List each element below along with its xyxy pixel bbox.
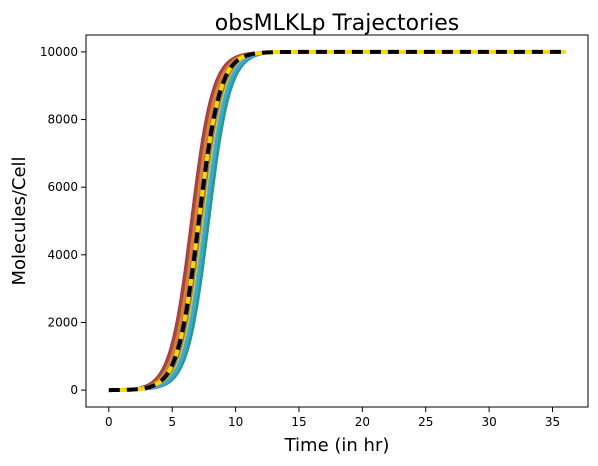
y-tick-label: 0	[70, 383, 78, 397]
x-tick-label: 30	[481, 415, 496, 429]
x-tick-label: 5	[168, 415, 176, 429]
x-tick-label: 20	[355, 415, 370, 429]
chart-title: obsMLKLp Trajectories	[215, 11, 459, 36]
x-axis: 0 5 10 15 20 25 30 35	[105, 407, 560, 429]
x-tick-label: 10	[228, 415, 243, 429]
y-tick-label: 10000	[40, 45, 78, 59]
y-axis-title: Molecules/Cell	[9, 156, 30, 285]
y-axis: 0 2000 4000 6000 8000 10000	[40, 45, 86, 397]
x-tick-label: 15	[291, 415, 306, 429]
y-tick-label: 2000	[47, 315, 78, 329]
y-tick-label: 8000	[47, 113, 78, 127]
series-layer	[108, 49, 566, 393]
x-axis-title: Time (in hr)	[284, 435, 390, 456]
x-tick-label: 25	[418, 415, 433, 429]
mean-trajectory-line	[108, 49, 566, 393]
x-tick-label: 35	[545, 415, 560, 429]
y-tick-label: 6000	[47, 180, 78, 194]
y-tick-label: 4000	[47, 248, 78, 262]
plot-frame	[85, 34, 589, 408]
x-tick-label: 0	[105, 415, 113, 429]
